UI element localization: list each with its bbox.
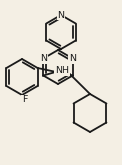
Text: N: N [69,54,76,63]
Text: NH: NH [55,66,69,75]
Text: N: N [40,54,47,63]
Text: F: F [22,96,28,104]
Text: N: N [57,11,65,19]
